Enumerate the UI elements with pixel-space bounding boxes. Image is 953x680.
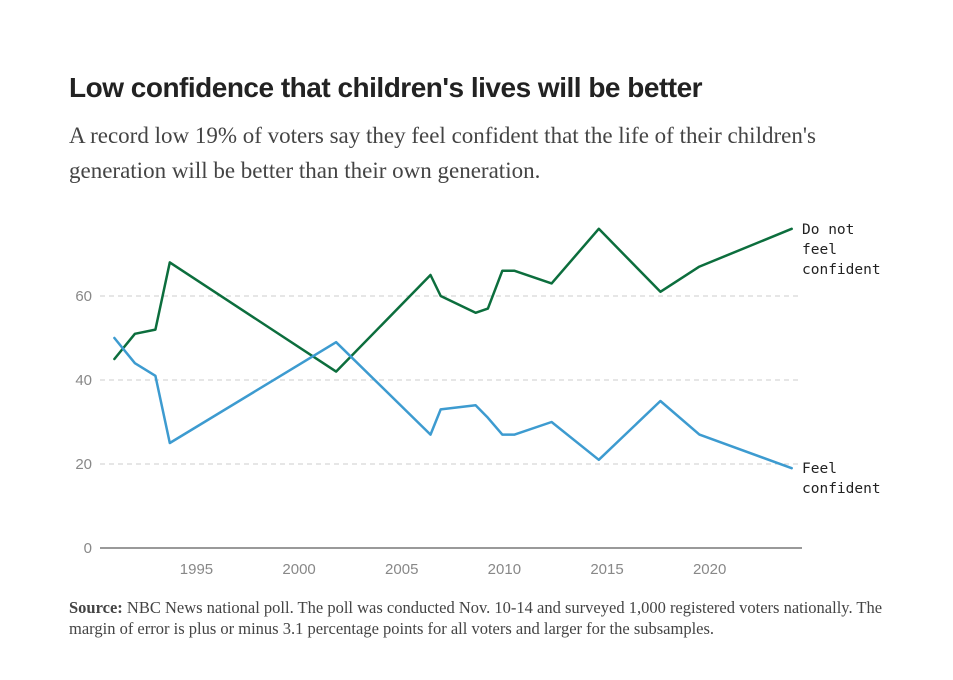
x-tick-label-2015: 2015 xyxy=(590,561,623,578)
y-tick-label-60: 60 xyxy=(75,288,92,305)
series-label-line: feel xyxy=(802,242,837,258)
series-label-line: confident xyxy=(802,262,881,278)
source-label: Source: xyxy=(69,598,123,617)
series-line-feel-confident xyxy=(113,336,793,470)
series-label-line: confident xyxy=(802,481,881,497)
series-label-line: Feel xyxy=(802,461,837,477)
y-tick-label-40: 40 xyxy=(75,372,92,389)
grid-lines xyxy=(100,295,802,549)
y-tick-label-20: 20 xyxy=(75,456,92,473)
x-tick-label-2010: 2010 xyxy=(488,561,521,578)
source-note: Source: NBC News national poll. The poll… xyxy=(69,597,919,639)
x-tick-label-2005: 2005 xyxy=(385,561,418,578)
x-tick-label-1995: 1995 xyxy=(180,561,213,578)
source-text: NBC News national poll. The poll was con… xyxy=(69,598,883,638)
y-axis-ticks: 0 20 40 60 xyxy=(75,288,92,557)
x-tick-label-2000: 2000 xyxy=(282,561,315,578)
series-label-do-not-feel-confident: Do not feel confident xyxy=(802,222,881,278)
series-label-feel-confident: Feel confident xyxy=(802,461,881,497)
x-axis-ticks: 1995 2000 2005 2010 2015 2020 xyxy=(180,561,727,578)
chart-title: Low confidence that children's lives wil… xyxy=(69,72,703,103)
series-lines xyxy=(113,227,793,470)
x-tick-label-2020: 2020 xyxy=(693,561,726,578)
series-labels: Do not feel confident Feel confident xyxy=(802,222,881,497)
series-label-line: Do not xyxy=(802,222,854,238)
y-tick-label-0: 0 xyxy=(84,540,92,557)
series-line-do-not-feel-confident xyxy=(113,227,793,373)
chart-subtitle: A record low 19% of voters say they feel… xyxy=(69,123,816,183)
